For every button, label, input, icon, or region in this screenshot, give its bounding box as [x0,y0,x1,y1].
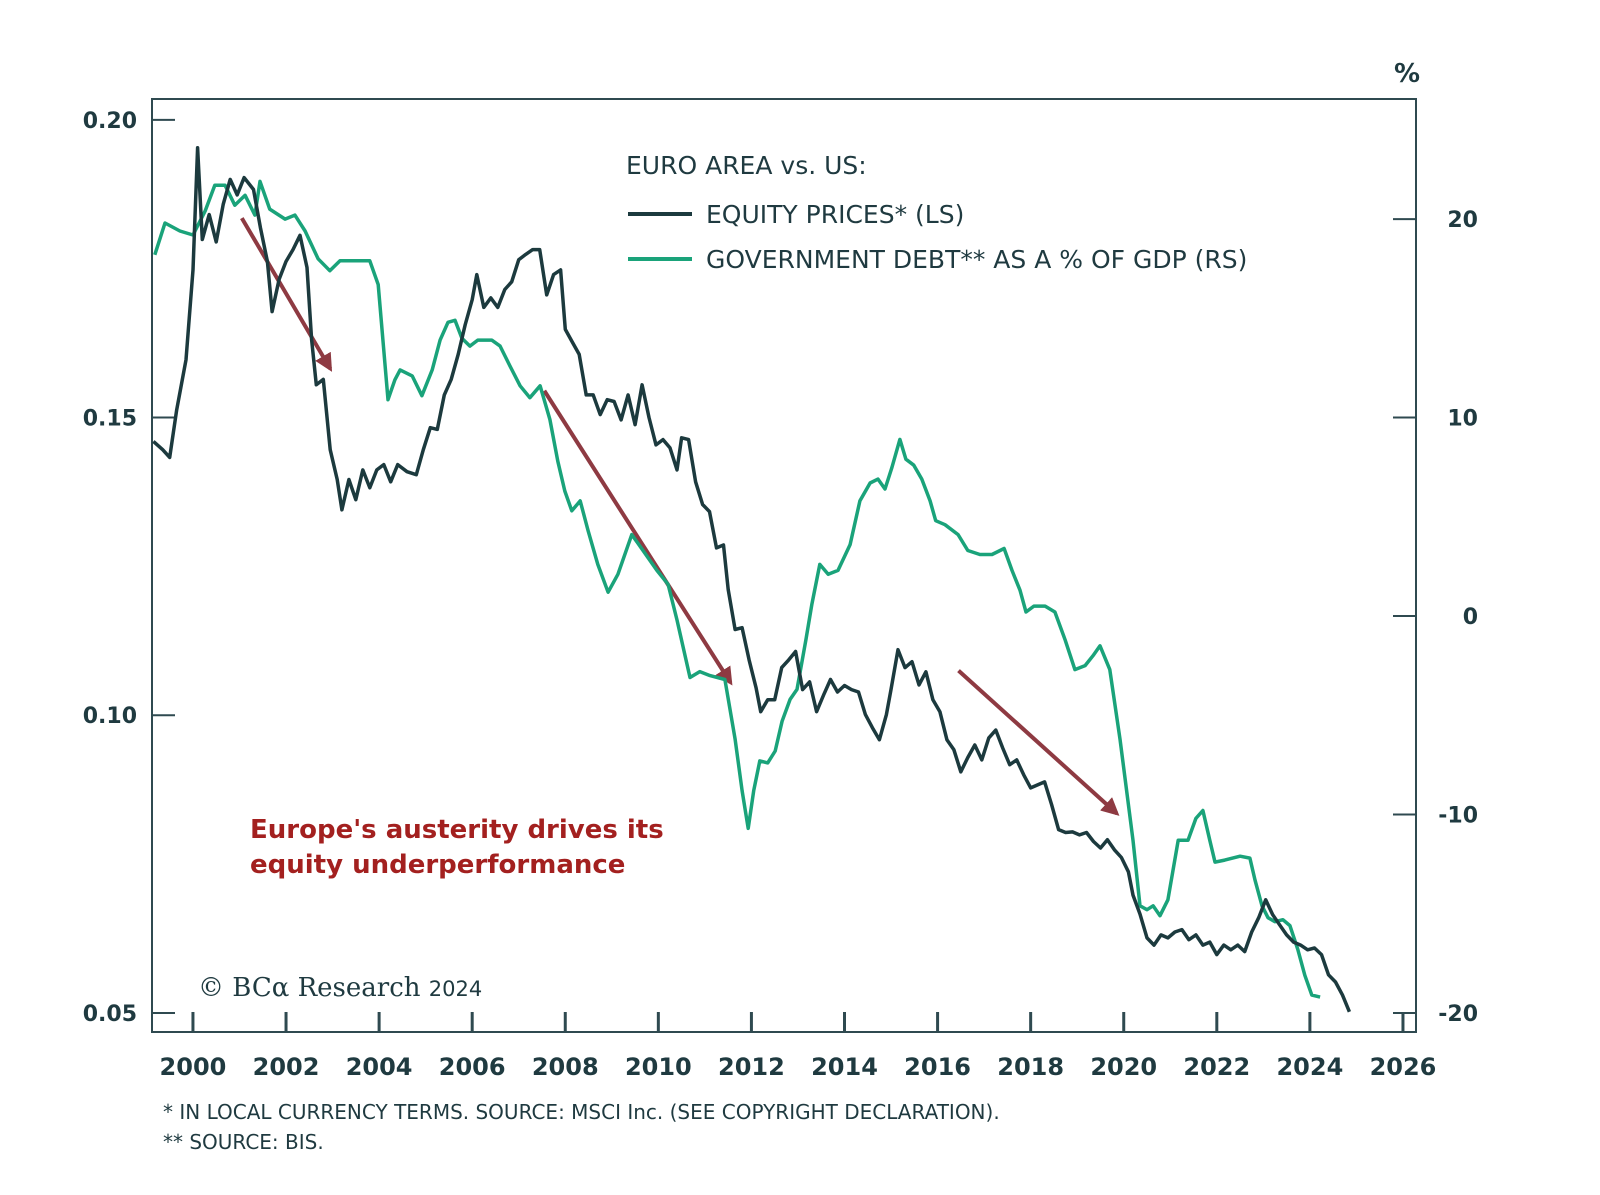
left-tick-label: 0.10 [83,704,137,729]
trend-arrow [542,389,733,686]
x-tick-label: 2004 [346,1053,413,1081]
right-tick-label: 10 [1447,407,1478,432]
x-tick-label: 2000 [160,1053,227,1081]
plot-frame [151,98,1417,1033]
x-tick-label: 2010 [625,1053,692,1081]
government-debt-line [153,179,1321,999]
right-tick-label: -20 [1438,1002,1478,1027]
x-tick-label: 2014 [811,1053,878,1081]
legend-label-equity: EQUITY PRICES* (LS) [706,200,964,229]
copyright-brand: BCα [232,973,289,1003]
footnote-2: ** SOURCE: BIS. [163,1130,324,1154]
svg-text:© BCα Research 2024: © BCα Research 2024 [198,973,482,1003]
x-tick-label: 2018 [997,1053,1064,1081]
trend-arrow [957,669,1120,816]
right-tick-label: 0 [1463,605,1478,630]
x-tick-label: 2002 [253,1053,320,1081]
copyright-symbol: © [198,973,224,1003]
copyright: © BCα Research 2024 [198,973,482,1003]
x-tick-label: 2020 [1090,1053,1157,1081]
copyright-name: Research [298,973,421,1003]
trend-arrow [240,217,333,372]
footnote-1: * IN LOCAL CURRENCY TERMS. SOURCE: MSCI … [163,1100,1000,1124]
annotation-line-1: Europe's austerity drives its [250,815,664,845]
legend-title: EURO AREA vs. US: [626,151,867,180]
x-tick-label: 2026 [1370,1053,1437,1081]
left-tick-label: 0.15 [83,407,137,432]
annotation-line-2: equity underperformance [250,850,625,880]
x-tick-label: 2012 [718,1053,785,1081]
x-tick-label: 2024 [1276,1053,1343,1081]
x-tick-label: 2022 [1183,1053,1250,1081]
legend-label-debt: GOVERNMENT DEBT** AS A % OF GDP (RS) [706,245,1247,274]
copyright-year: 2024 [429,977,482,1001]
x-tick-label: 2016 [904,1053,971,1081]
left-tick-label: 0.20 [83,109,137,134]
left-tick-label: 0.05 [83,1002,137,1027]
right-axis-unit: % [1394,59,1420,89]
right-tick-label: -10 [1438,803,1478,828]
legend: EURO AREA vs. US: EQUITY PRICES* (LS) GO… [626,151,1247,274]
equity-prices-line [152,146,1352,1013]
x-tick-label: 2006 [439,1053,506,1081]
x-tick-label: 2008 [532,1053,599,1081]
right-tick-label: 20 [1447,208,1478,233]
